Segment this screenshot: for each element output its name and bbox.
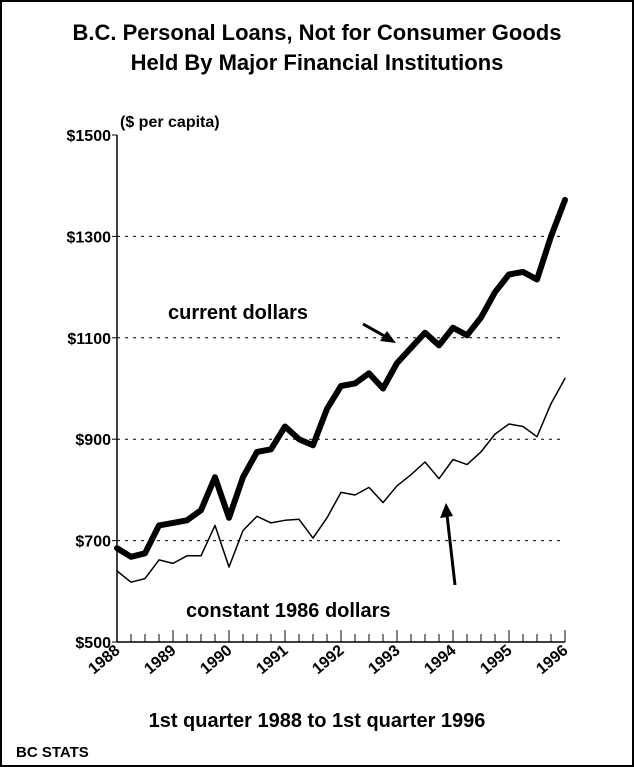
y-tick-label: $900 bbox=[75, 432, 111, 449]
chart-title: Held By Major Financial Institutions bbox=[131, 50, 504, 75]
series-line bbox=[114, 196, 568, 560]
series-line bbox=[116, 377, 566, 583]
y-tick-label: $1300 bbox=[67, 229, 112, 246]
chart-title: B.C. Personal Loans, Not for Consumer Go… bbox=[73, 20, 562, 45]
series-label: current dollars bbox=[168, 302, 308, 324]
y-tick-label: $700 bbox=[75, 534, 111, 551]
y-tick-label: $1100 bbox=[67, 331, 111, 348]
series-label: constant 1986 dollars bbox=[186, 600, 391, 622]
source: BC STATS bbox=[16, 744, 89, 761]
arrow bbox=[362, 322, 457, 586]
unit-label: ($ per capita) bbox=[120, 114, 220, 131]
y-tick-label: $1500 bbox=[67, 128, 112, 145]
y-tick-label: $500 bbox=[75, 635, 111, 652]
x-axis-label: 1st quarter 1988 to 1st quarter 1996 bbox=[149, 710, 486, 732]
